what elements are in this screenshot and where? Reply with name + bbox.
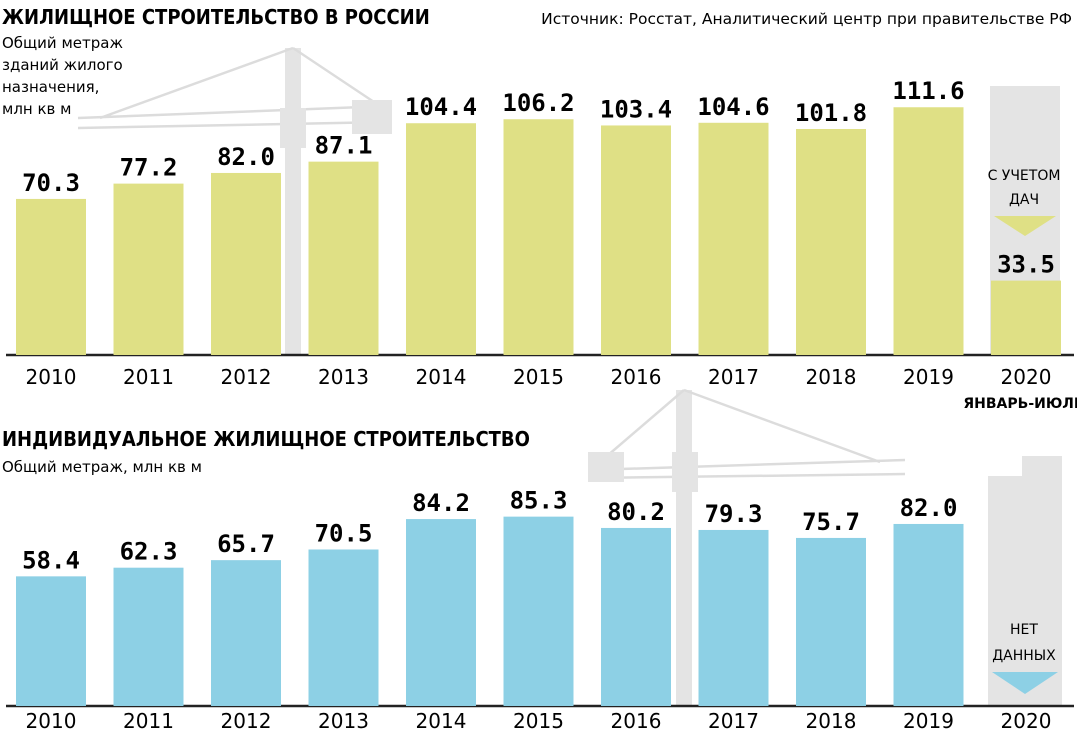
value-label-top-2014: 104.4 — [405, 93, 477, 121]
year-label-bottom-2017: 2017 — [708, 709, 759, 733]
source-note: Источник: Росстат, Аналитический центр п… — [541, 10, 1072, 28]
value-label-bottom-2014: 84.2 — [412, 489, 470, 517]
year-label-bottom-2011: 2011 — [123, 709, 174, 733]
value-label-bottom-2016: 80.2 — [607, 498, 665, 526]
year-label-bottom-2018: 2018 — [806, 709, 857, 733]
bar-top-2016 — [601, 125, 671, 356]
note-top-line-1: С УЧЕТОМ — [988, 168, 1061, 184]
value-label-bottom-2012: 65.7 — [217, 530, 275, 558]
crane-tower-bottom — [676, 390, 692, 706]
year-label-top-2013: 2013 — [318, 365, 369, 389]
value-label-bottom-2019: 82.0 — [900, 494, 958, 522]
bar-bottom-2019 — [893, 523, 964, 706]
value-label-top-2016: 103.4 — [600, 95, 672, 123]
bar-bottom-2017 — [698, 529, 769, 706]
year-label-top-2010: 2010 — [26, 365, 77, 389]
year-label-top-2012: 2012 — [221, 365, 272, 389]
year-label-top-2015: 2015 — [513, 365, 564, 389]
bar-bottom-2016 — [601, 527, 671, 706]
value-label-top-2010: 70.3 — [22, 169, 80, 197]
bar-bottom-2011 — [113, 567, 184, 706]
value-label-top-2012: 82.0 — [217, 143, 275, 171]
year-label-bottom-2020: 2020 — [1001, 709, 1052, 733]
bar-chart-individual-housing: 58.4 2010 62.3 2011 65.7 2012 70.5 2013 84.2 2014… — [6, 487, 1074, 733]
building-silhouette-bottom — [988, 476, 1062, 706]
bar-bottom-2015 — [503, 516, 574, 706]
crane-tower-top — [285, 48, 301, 356]
year-label-top-2011: 2011 — [123, 365, 174, 389]
bar-bottom-2010 — [16, 576, 86, 706]
note-bottom-line-1: НЕТ — [1010, 622, 1038, 638]
bar-top-2019 — [893, 107, 964, 355]
ylabel-top-line-3: назначения, — [2, 78, 99, 96]
value-label-top-2011: 77.2 — [120, 154, 178, 182]
ylabel-top-line-4: млн кв м — [2, 100, 71, 118]
bar-bottom-2012 — [211, 560, 281, 706]
ylabel-bottom: Общий метраж, млн кв м — [2, 458, 202, 476]
value-label-bottom-2010: 58.4 — [22, 546, 80, 574]
year-label-top-2019: 2019 — [903, 365, 954, 389]
year-label-bottom-2012: 2012 — [221, 709, 272, 733]
year-label-top-2020: 2020 — [1001, 365, 1052, 389]
bar-bottom-2014 — [406, 519, 476, 706]
value-label-top-2015: 106.2 — [502, 89, 574, 117]
year-label-bottom-2013: 2013 — [318, 709, 369, 733]
year-label-bottom-2019: 2019 — [903, 709, 954, 733]
bar-top-2010 — [16, 198, 86, 355]
value-label-top-2020: 33.5 — [997, 251, 1055, 279]
value-label-top-2019: 111.6 — [892, 77, 964, 105]
bar-top-2017 — [698, 122, 769, 356]
note-bottom-line-2: ДАННЫХ — [992, 648, 1056, 664]
bar-bottom-2013 — [308, 549, 379, 706]
bar-top-2015 — [503, 119, 574, 356]
bar-top-2011 — [113, 183, 184, 355]
note-bottom-arrow-icon — [992, 672, 1058, 694]
note-top-line-2: ДАЧ — [1009, 192, 1039, 208]
year-label-bottom-2014: 2014 — [416, 709, 467, 733]
year-label-bottom-2016: 2016 — [611, 709, 662, 733]
category-sublabel-2020: ЯНВАРЬ-ИЮЛЬ — [963, 396, 1077, 412]
note-top-arrow-icon — [994, 216, 1056, 236]
value-label-bottom-2013: 70.5 — [315, 519, 373, 547]
bar-top-2013 — [308, 161, 379, 355]
year-label-top-2018: 2018 — [806, 365, 857, 389]
ylabel-top-line-2: зданий жилого — [2, 56, 123, 74]
bar-top-2012 — [211, 172, 281, 355]
bar-bottom-2018 — [796, 537, 866, 706]
ylabel-top-line-1: Общий метраж — [2, 34, 123, 52]
value-label-top-2018: 101.8 — [795, 99, 867, 127]
bar-chart-housing: 70.3 2010 77.2 2011 82.0 2012 87.1 2013 104.4 201… — [6, 77, 1074, 389]
bar-top-2020 — [991, 280, 1061, 355]
value-label-top-2013: 87.1 — [315, 132, 373, 160]
year-label-top-2017: 2017 — [708, 365, 759, 389]
value-label-top-2017: 104.6 — [697, 93, 769, 121]
value-label-bottom-2015: 85.3 — [510, 487, 568, 515]
chart-title-bottom: ИНДИВИДУАЛЬНОЕ ЖИЛИЩНОЕ СТРОИТЕЛЬСТВО — [2, 427, 530, 451]
year-label-top-2014: 2014 — [416, 365, 467, 389]
bar-top-2018 — [796, 129, 866, 355]
value-label-bottom-2018: 75.7 — [802, 508, 860, 536]
bar-top-2014 — [406, 123, 476, 356]
year-label-top-2016: 2016 — [611, 365, 662, 389]
chart-title-top: ЖИЛИЩНОЕ СТРОИТЕЛЬСТВО В РОССИИ — [2, 5, 430, 29]
year-label-bottom-2015: 2015 — [513, 709, 564, 733]
value-label-bottom-2017: 79.3 — [705, 500, 763, 528]
year-label-bottom-2010: 2010 — [26, 709, 77, 733]
value-label-bottom-2011: 62.3 — [120, 538, 178, 566]
